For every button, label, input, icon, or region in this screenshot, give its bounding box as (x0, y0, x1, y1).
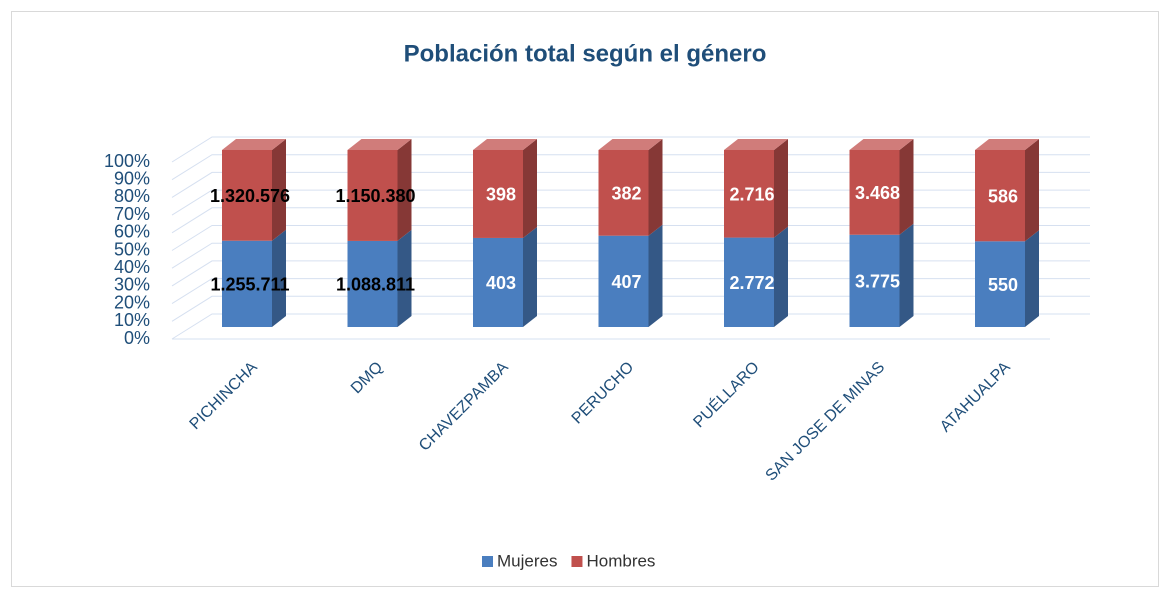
bar (473, 150, 523, 238)
y-tick-label: 50% (114, 239, 150, 259)
bar-side (1025, 230, 1039, 327)
y-tick-label: 90% (114, 168, 150, 188)
y-tick-label: 0% (124, 328, 150, 348)
grid-line (171, 154, 1090, 181)
bar-side (272, 139, 286, 241)
grid-line (171, 136, 1090, 163)
bar-side (774, 139, 788, 238)
bar-top (347, 139, 412, 150)
bar-top (473, 139, 537, 150)
data-label: 2.716 (729, 185, 774, 205)
grid-line (171, 260, 1090, 287)
data-label: 1.088.811 (336, 275, 415, 295)
chart-border (11, 11, 1159, 587)
chart-title: Población total según el género (404, 40, 767, 67)
bar (598, 150, 649, 236)
y-tick-label: 30% (114, 275, 150, 295)
grid-line (171, 207, 1090, 234)
bar (849, 234, 900, 327)
data-label: 1.150.380 (335, 186, 415, 206)
bar-side (397, 229, 412, 327)
y-tick-label: 40% (114, 257, 150, 277)
bar-top (975, 139, 1039, 150)
y-tick-label: 20% (114, 292, 150, 312)
bar (473, 237, 523, 327)
data-label: 1.255.711 (210, 275, 289, 295)
y-tick-label: 80% (114, 186, 150, 206)
y-tick-label: 60% (114, 222, 150, 242)
data-label: 550 (988, 275, 1018, 295)
bar-side (272, 229, 286, 327)
bar-side (899, 223, 914, 327)
grid-line (171, 225, 1090, 251)
bar (849, 150, 900, 235)
data-label: 407 (611, 272, 641, 292)
bar-top (724, 139, 788, 150)
data-label: 2.772 (729, 273, 774, 293)
bar-side (1025, 139, 1039, 242)
data-label: 1.320.576 (210, 186, 290, 206)
bar (347, 150, 398, 241)
legend-swatch (571, 556, 583, 567)
bar-side (523, 139, 537, 238)
data-label: 586 (988, 186, 1018, 206)
y-tick-label: 70% (114, 204, 150, 224)
bar-side (648, 139, 663, 236)
grid-line (171, 171, 1090, 198)
bar-side (899, 139, 914, 235)
grid-line (171, 189, 1090, 216)
data-label: 403 (486, 273, 516, 293)
bar (724, 237, 774, 327)
bar (222, 240, 272, 327)
legend-swatch (482, 556, 493, 567)
y-tick-label: 10% (114, 310, 150, 330)
bar (724, 150, 774, 238)
bar-top (849, 139, 914, 150)
grid-line (171, 295, 1090, 322)
bar-side (774, 226, 788, 327)
data-label: 398 (486, 185, 516, 205)
grid-line (171, 278, 1090, 305)
legend-label: Mujeres (497, 551, 557, 570)
data-label: 3.468 (855, 183, 900, 203)
data-label: 3.775 (855, 272, 900, 292)
bar-side (648, 224, 663, 327)
bar (222, 150, 272, 241)
grid-line (171, 313, 1090, 340)
bar (975, 241, 1025, 327)
bar-top (598, 139, 663, 150)
grid-line (171, 242, 1090, 269)
bar-top (222, 139, 286, 150)
data-label: 382 (611, 184, 641, 204)
bar (598, 235, 649, 327)
y-tick-label: 100% (104, 151, 150, 171)
legend-label: Hombres (586, 551, 655, 570)
bar-side (397, 139, 412, 241)
bar (347, 240, 398, 327)
bar (975, 150, 1025, 242)
bar-side (523, 226, 537, 327)
